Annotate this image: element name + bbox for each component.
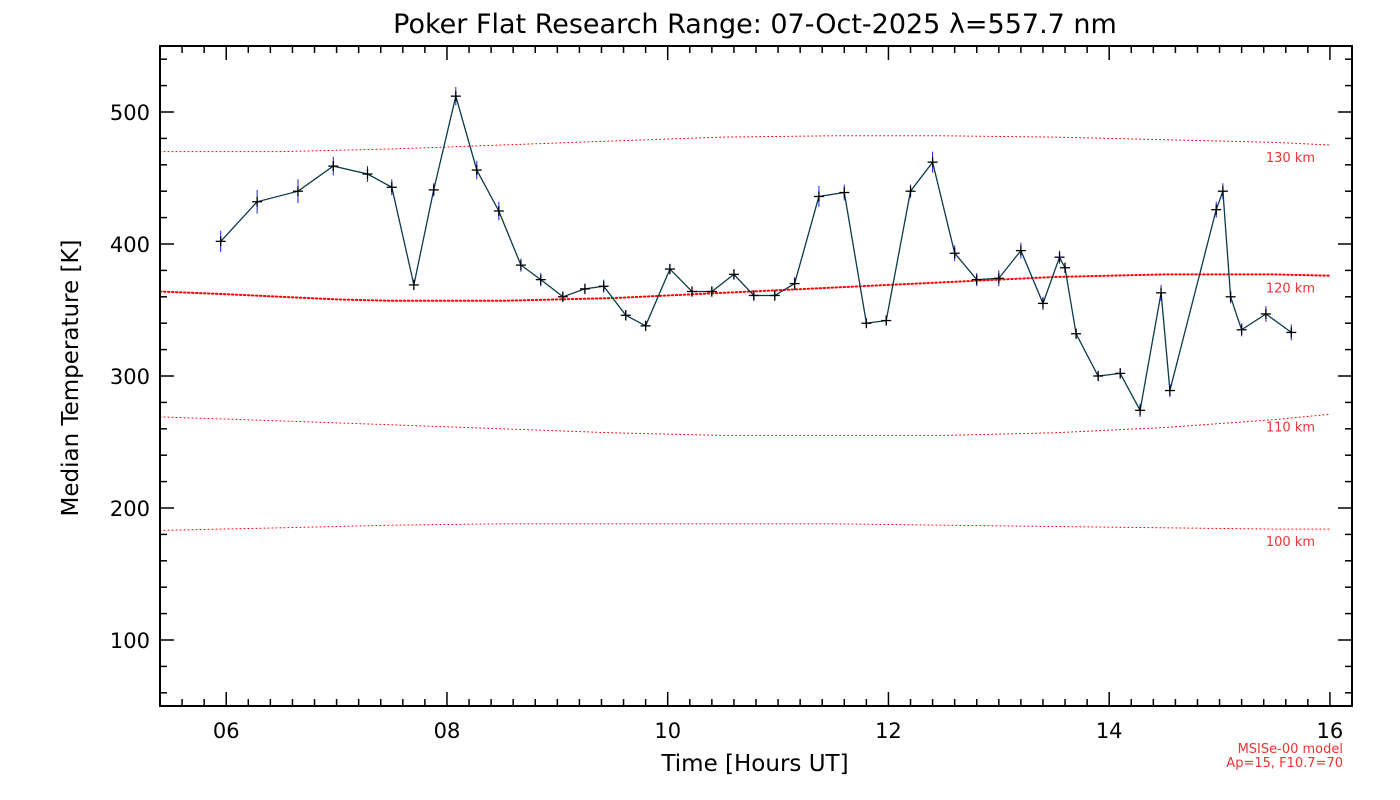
data-point bbox=[1060, 262, 1071, 273]
model-curve bbox=[159, 523, 1331, 531]
data-point bbox=[1015, 245, 1026, 256]
data-point bbox=[769, 290, 780, 301]
data-point bbox=[408, 279, 419, 290]
x-tick-label: 14 bbox=[1096, 719, 1123, 743]
x-tick-label: 12 bbox=[875, 719, 902, 743]
y-tick-label: 100 bbox=[110, 629, 150, 653]
model-curve bbox=[159, 273, 1331, 302]
data-point bbox=[1135, 405, 1146, 416]
y-tick-label: 300 bbox=[110, 365, 150, 389]
model-curves: 130 km 120 km 110 km 100 km bbox=[159, 135, 1331, 550]
data-point bbox=[861, 318, 872, 329]
data-point bbox=[706, 286, 717, 297]
data-point bbox=[905, 186, 916, 197]
data-point bbox=[386, 182, 397, 193]
data-point bbox=[292, 186, 303, 197]
data-point bbox=[428, 184, 439, 195]
model-curve bbox=[159, 135, 1331, 153]
data-point bbox=[748, 290, 759, 301]
data-point bbox=[1071, 328, 1082, 339]
data-series bbox=[215, 86, 1297, 417]
model-curve-label: 130 km bbox=[1266, 151, 1315, 166]
x-tick-label: 08 bbox=[434, 719, 461, 743]
data-point bbox=[215, 236, 226, 247]
data-point bbox=[664, 264, 675, 275]
data-point bbox=[1054, 252, 1065, 263]
x-tick-label: 10 bbox=[654, 719, 681, 743]
data-point bbox=[362, 169, 373, 180]
data-point bbox=[949, 248, 960, 259]
x-tick-label: 06 bbox=[213, 719, 240, 743]
data-point bbox=[728, 269, 739, 280]
data-point bbox=[839, 187, 850, 198]
data-point bbox=[1236, 324, 1247, 335]
data-point bbox=[1093, 371, 1104, 381]
data-point bbox=[686, 286, 697, 297]
x-tick-label: 16 bbox=[1317, 719, 1344, 743]
y-tick-label: 500 bbox=[110, 101, 150, 125]
data-point bbox=[1037, 298, 1048, 309]
data-point bbox=[1115, 368, 1126, 379]
data-point bbox=[927, 157, 938, 168]
data-point bbox=[1286, 327, 1297, 338]
model-note-line-2: Ap=15, F10.7=70 bbox=[1226, 756, 1343, 771]
data-point bbox=[579, 283, 590, 294]
data-point bbox=[789, 278, 800, 289]
chart-title: Poker Flat Research Range: 07-Oct-2025 λ… bbox=[393, 9, 1117, 40]
x-axis-label: Time [Hours UT] bbox=[660, 751, 848, 777]
data-point bbox=[450, 91, 461, 102]
model-curve-label: 120 km bbox=[1266, 282, 1315, 297]
data-point bbox=[493, 206, 504, 216]
model-note-line-1: MSISe-00 model bbox=[1238, 742, 1343, 757]
data-point bbox=[252, 196, 263, 207]
data-point bbox=[471, 165, 482, 176]
data-point bbox=[535, 274, 546, 285]
data-point bbox=[640, 320, 651, 331]
y-tick-label: 400 bbox=[110, 233, 150, 257]
data-point bbox=[881, 315, 892, 326]
data-point bbox=[598, 281, 609, 292]
data-point bbox=[1156, 287, 1167, 298]
model-curve bbox=[159, 413, 1331, 436]
data-point bbox=[515, 260, 526, 271]
y-axis-label: Median Temperature [K] bbox=[58, 240, 84, 517]
y-tick-label: 200 bbox=[110, 497, 150, 521]
data-point bbox=[557, 291, 568, 302]
data-point bbox=[1260, 308, 1271, 319]
data-point bbox=[1225, 291, 1236, 302]
data-point bbox=[1164, 385, 1175, 396]
data-point bbox=[620, 310, 631, 321]
data-point bbox=[971, 274, 982, 285]
data-point bbox=[1211, 204, 1222, 215]
model-curve-label: 100 km bbox=[1266, 535, 1315, 550]
axes: 06 08 10 12 14 16 100 200 300 400 500 bbox=[110, 45, 1353, 743]
data-point bbox=[813, 191, 824, 202]
data-point bbox=[993, 273, 1004, 284]
model-curve-label: 110 km bbox=[1266, 420, 1315, 435]
series-line bbox=[220, 93, 1292, 413]
data-point bbox=[1217, 186, 1228, 197]
data-point bbox=[328, 161, 339, 172]
